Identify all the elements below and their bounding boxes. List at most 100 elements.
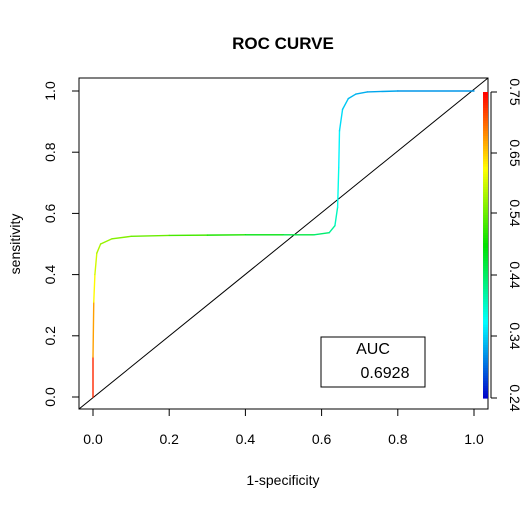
colorbar-cell xyxy=(483,135,488,139)
auc-value: 0.6928 xyxy=(361,365,410,382)
colorbar-cell xyxy=(483,206,488,210)
colorbar-cell xyxy=(483,132,488,136)
y-axis-label: sensitivity xyxy=(7,214,23,275)
y-tick-label: 0.6 xyxy=(42,203,58,223)
roc-curve-segment xyxy=(347,93,357,100)
colorbar-cell xyxy=(483,375,488,379)
colorbar-cell xyxy=(483,301,488,305)
colorbar-cell xyxy=(483,347,488,351)
colorbar-cell xyxy=(483,211,488,215)
colorbar-cell xyxy=(483,308,488,312)
colorbar-cell xyxy=(483,199,488,203)
y-tick-label: 0.0 xyxy=(42,387,58,407)
colorbar-cell xyxy=(483,288,488,292)
colorbar-cell xyxy=(483,262,488,266)
colorbar-cell xyxy=(483,260,488,264)
y-axis: 0.0 0.2 0.4 0.6 0.8 1.0 xyxy=(42,81,79,407)
colorbar-cell xyxy=(483,390,488,394)
x-axis: 0.0 0.2 0.4 0.6 0.8 1.0 xyxy=(83,409,484,447)
colorbar-cell xyxy=(483,153,488,157)
colorbar-cell xyxy=(483,275,488,279)
colorbar-cell xyxy=(483,214,488,218)
colorbar-cell xyxy=(483,143,488,147)
colorbar-cell xyxy=(483,344,488,348)
colorbar-cell xyxy=(483,303,488,307)
colorbar-cell xyxy=(483,321,488,325)
colorbar-cell xyxy=(483,267,488,272)
colorbar-cell xyxy=(483,222,488,226)
roc-curve-segment xyxy=(328,224,336,234)
colorbar-cell xyxy=(483,245,488,249)
colorbar-cell xyxy=(483,359,488,363)
colorbar-cell xyxy=(483,163,488,167)
colorbar-cell xyxy=(483,120,488,124)
colorbar-cell xyxy=(483,181,488,185)
colorbar-cell xyxy=(483,165,488,170)
colorbar-cell xyxy=(483,326,488,330)
colorbar-cell xyxy=(483,382,488,386)
colorbar-cell xyxy=(483,130,488,134)
colorbar-cell xyxy=(483,387,488,391)
colorbar-cell xyxy=(483,257,488,261)
roc-curve-segment xyxy=(334,206,339,227)
x-tick-label: 1.0 xyxy=(464,431,484,447)
colorbar-cell xyxy=(483,362,488,366)
colorbar-cell xyxy=(483,357,488,361)
colorbar-cell xyxy=(483,336,488,340)
colorbar-cell xyxy=(483,392,488,397)
colorbar-cell xyxy=(483,352,488,356)
colorbar-cell xyxy=(483,158,488,162)
colorbar-cell xyxy=(483,298,488,302)
colorbar-cell xyxy=(483,160,488,164)
colorbar-cell xyxy=(483,107,488,111)
colorbar-cell xyxy=(483,290,488,295)
colorbar-cell xyxy=(483,364,488,368)
colorbar-cell xyxy=(483,265,488,269)
roc-curve-segment xyxy=(341,97,349,111)
chart-title: ROC CURVE xyxy=(232,34,334,53)
colorbar-cell xyxy=(483,313,488,317)
x-tick-label: 0.8 xyxy=(388,431,408,447)
colorbar-tick-label: 0.54 xyxy=(507,199,523,226)
colorbar-cell xyxy=(483,324,488,328)
roc-curve-segment xyxy=(366,90,399,93)
roc-curve-segment xyxy=(336,166,340,208)
colorbar-cell xyxy=(483,237,488,241)
roc-curve-segment xyxy=(99,238,113,245)
colorbar-cell xyxy=(483,250,488,254)
colorbar-cell xyxy=(483,242,488,246)
colorbar-tick-label: 0.75 xyxy=(507,78,523,105)
colorbar-cell xyxy=(483,285,488,289)
colorbar-cell xyxy=(483,219,488,223)
x-tick-label: 0.6 xyxy=(312,431,332,447)
y-tick-label: 1.0 xyxy=(42,81,58,101)
colorbar-cell xyxy=(483,150,488,154)
colorbar-cell xyxy=(483,216,488,221)
colorbar-cell xyxy=(483,280,488,284)
colorbar-cell xyxy=(483,99,488,103)
colorbar-cell xyxy=(483,232,488,236)
x-tick-label: 0.0 xyxy=(83,431,103,447)
colorbar-cell xyxy=(483,117,488,121)
colorbar-cell xyxy=(483,176,488,180)
colorbar-cell xyxy=(483,94,488,98)
x-axis-label: 1-specificity xyxy=(246,472,319,488)
colorbar-cell xyxy=(483,148,488,152)
colorbar-cell xyxy=(483,380,488,384)
colorbar-cell xyxy=(483,339,488,343)
roc-curve-segment xyxy=(313,231,330,236)
colorbar-cell xyxy=(483,224,488,228)
colorbar-cell xyxy=(483,125,488,129)
colorbar-tick-label: 0.34 xyxy=(507,322,523,349)
colorbar-cell xyxy=(483,196,488,200)
colorbar-cell xyxy=(483,92,488,96)
colorbar-cell xyxy=(483,252,488,256)
colorbar-cell xyxy=(483,234,488,238)
roc-curve-segment xyxy=(92,301,95,358)
colorbar-cell xyxy=(483,329,488,333)
colorbar-cell xyxy=(483,318,488,323)
colorbar-cell xyxy=(483,227,488,231)
colorbar-cell xyxy=(483,229,488,233)
colorbar-cell xyxy=(483,296,488,300)
